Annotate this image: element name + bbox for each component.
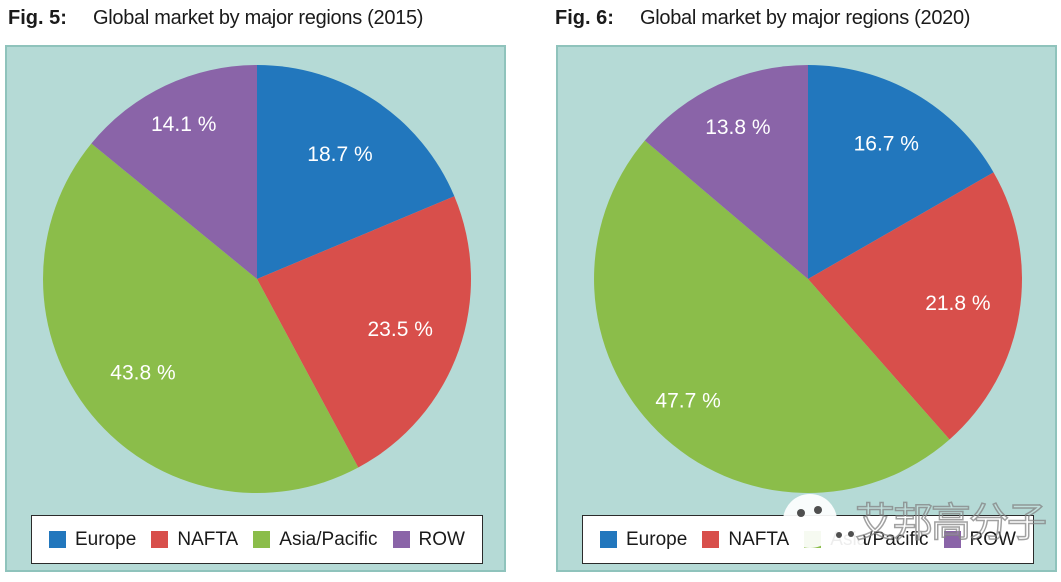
legend-item-europe: Europe	[49, 529, 136, 551]
legend-label: Europe	[75, 528, 137, 550]
legend-swatch	[804, 531, 822, 548]
legend-label: ROW	[969, 528, 1016, 550]
pie-slice-europe	[808, 65, 994, 279]
pie-slice-asia-pacific	[43, 143, 359, 493]
pie-slice-label: 47.7 %	[655, 390, 720, 413]
fig6-caption: Global market by major regions (2020)	[640, 7, 971, 29]
pie-slice-europe	[257, 65, 455, 279]
pie-slice-asia-pacific	[594, 140, 950, 493]
pie-slice-row	[644, 65, 808, 279]
legend-swatch	[943, 531, 961, 548]
pie-slice-label: 23.5 %	[368, 318, 433, 341]
legend-swatch	[49, 531, 66, 548]
pie-slice-label: 43.8 %	[110, 361, 175, 384]
fig6-title: Fig. 6: Global market by major regions (2…	[555, 7, 970, 30]
legend-item-europe: Europe	[600, 529, 687, 551]
fig5-label: Fig. 5:	[8, 7, 67, 29]
legend-swatch	[702, 531, 720, 548]
legend-label: Asia/Pacific	[830, 528, 929, 550]
chart-panel-2015: 18.7 % 23.5 % 43.8 % 14.1 % Europe NAFTA Asia…	[5, 45, 506, 572]
pie-slice-label: 16.7 %	[854, 132, 919, 155]
pie-slice-row	[91, 65, 257, 279]
legend-label: NAFTA	[177, 528, 239, 550]
pie-slice-nafta	[257, 196, 471, 468]
legend-label: Asia/Pacific	[279, 528, 378, 550]
legend-swatch	[253, 531, 271, 548]
legend-label: NAFTA	[728, 528, 790, 550]
pie-slice-label: 18.7 %	[307, 143, 372, 166]
legend-item-nafta: NAFTA	[702, 529, 789, 551]
fig5-caption: Global market by major regions (2015)	[93, 7, 424, 29]
legend-label: Europe	[626, 528, 688, 550]
legend-2015: Europe NAFTA Asia/Pacific ROW	[31, 515, 483, 564]
fig5-title: Fig. 5: Global market by major regions (2…	[8, 7, 423, 30]
pie-slice-label: 14.1 %	[151, 113, 216, 136]
pie-slice-label: 21.8 %	[925, 292, 990, 315]
pie-slice-label: 13.8 %	[705, 116, 770, 139]
legend-label: ROW	[418, 528, 465, 550]
legend-item-row: ROW	[943, 528, 1016, 551]
pie-slice-nafta	[808, 172, 1022, 440]
legend-swatch	[392, 531, 410, 548]
fig6-label: Fig. 6:	[555, 7, 614, 29]
legend-item-asia-pacific: Asia/Pacific	[253, 529, 377, 551]
legend-item-row: ROW	[392, 528, 465, 551]
pie-chart-2015: 18.7 % 23.5 % 43.8 % 14.1 %	[43, 65, 471, 493]
legend-swatch	[600, 531, 617, 548]
legend-item-nafta: NAFTA	[151, 529, 238, 551]
legend-2020: Europe NAFTA Asia/Pacific ROW	[582, 515, 1034, 564]
chart-panel-2020: 16.7 % 21.8 % 47.7 % 13.8 % Europe NAFTA Asia…	[556, 45, 1057, 572]
legend-item-asia-pacific: Asia/Pacific	[804, 529, 928, 551]
legend-swatch	[151, 531, 169, 548]
pie-chart-2020: 16.7 % 21.8 % 47.7 % 13.8 %	[594, 65, 1022, 493]
